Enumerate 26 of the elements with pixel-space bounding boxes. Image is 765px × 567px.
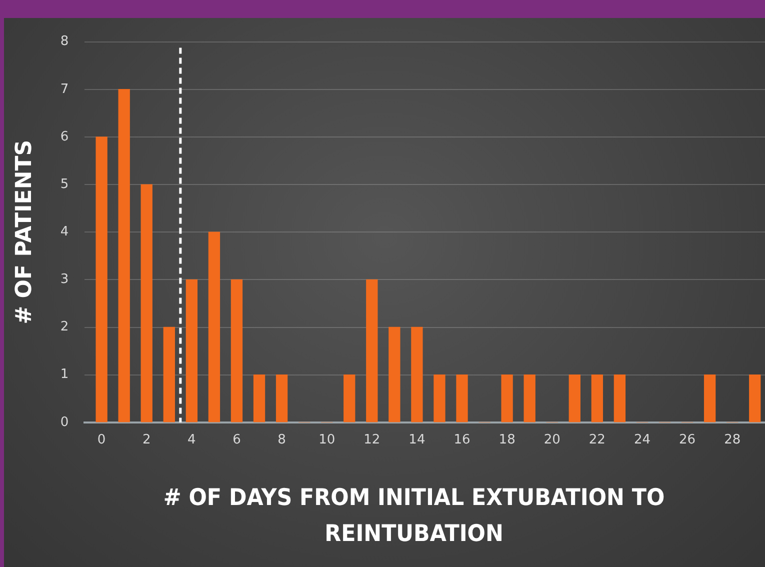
x-tick-label: 10 <box>318 432 336 448</box>
y-tick-label: 7 <box>60 82 69 97</box>
x-tick-label: 2 <box>142 432 151 448</box>
x-axis-title: # OF DAYS FROM INITIAL EXTUBATION TO REINTUBATION <box>162 484 666 549</box>
y-tick-label: 6 <box>60 129 69 144</box>
x-tick-label: 12 <box>364 432 380 448</box>
y-tick-label: 0 <box>60 414 69 430</box>
x-tick-label: 28 <box>724 432 741 448</box>
y-tick-label: 3 <box>60 272 69 288</box>
y-tick-label: 8 <box>60 34 69 50</box>
x-tick-label: 18 <box>498 432 516 448</box>
x-tick-label: 24 <box>634 432 650 448</box>
x-tick-label: 0 <box>97 432 106 448</box>
y-tick-label: 1 <box>60 367 69 382</box>
y-tick-label: 2 <box>60 320 69 335</box>
y-tick-label: 5 <box>60 176 69 192</box>
x-tick-label: 4 <box>188 432 196 448</box>
x-tick-label: 8 <box>278 432 286 448</box>
x-tick-label: 16 <box>454 432 470 448</box>
x-tick-label: 6 <box>232 432 241 448</box>
x-tick-label: 26 <box>679 432 696 448</box>
x-tick-label: 20 <box>544 432 560 448</box>
y-axis-title: # OF PATIENTS <box>12 140 37 324</box>
y-tick-label: 4 <box>60 224 69 240</box>
x-tick-label: 22 <box>588 432 606 448</box>
x-tick-label: 14 <box>408 432 426 448</box>
